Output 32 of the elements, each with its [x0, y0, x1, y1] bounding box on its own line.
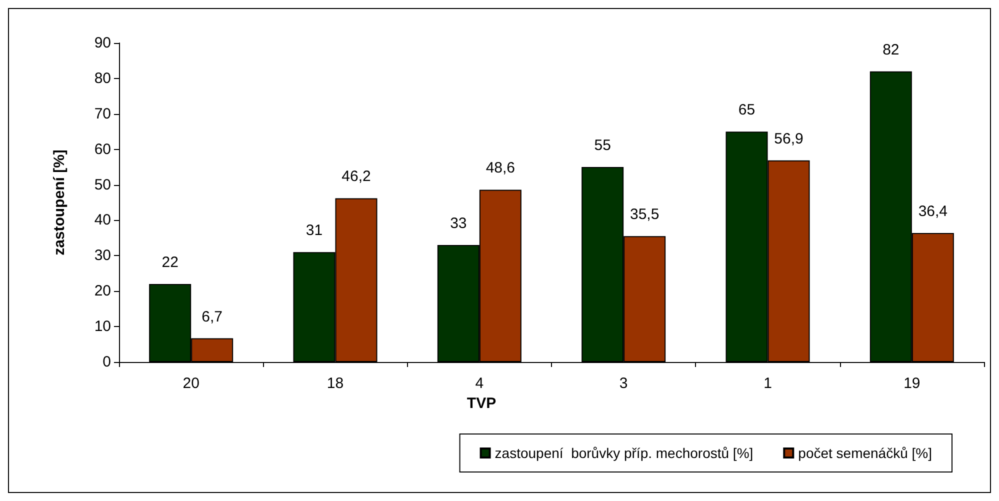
legend-label: počet semenáčků [%] — [798, 445, 932, 461]
data-label: 33 — [450, 215, 467, 232]
y-tick-label: 60 — [94, 140, 111, 158]
y-tick-label: 0 — [102, 354, 111, 370]
x-tick-label: 1 — [764, 375, 772, 392]
data-label: 6,7 — [202, 308, 223, 326]
data-label: 36,4 — [918, 202, 948, 220]
x-tick-label: 18 — [326, 375, 344, 392]
y-tick-label: 80 — [94, 70, 111, 87]
data-label: 35,5 — [630, 206, 660, 224]
data-label: 65 — [738, 102, 756, 119]
data-label: 82 — [882, 41, 900, 58]
data-label: 22 — [162, 254, 178, 272]
data-label: 46,2 — [342, 168, 371, 186]
y-tick-label: 50 — [94, 176, 111, 194]
data-label: 56,9 — [774, 130, 804, 148]
legend-label: zastoupení borůvky příp. mechorostů [%] — [494, 445, 754, 461]
x-tick-label: 3 — [619, 375, 628, 392]
x-tick-label: 19 — [904, 375, 920, 392]
y-tick-label: 90 — [94, 34, 111, 52]
x-tick-label: 4 — [475, 375, 484, 392]
y-tick-label: 30 — [94, 247, 111, 264]
data-label: 55 — [594, 137, 611, 154]
y-tick-label: 70 — [94, 105, 111, 122]
y-tick-label: 40 — [94, 212, 111, 229]
x-axis-title: TVP — [466, 394, 496, 412]
y-tick-label: 10 — [94, 318, 111, 336]
x-tick-label: 20 — [182, 375, 200, 392]
y-tick-label: 20 — [94, 282, 111, 300]
data-label: 48,6 — [486, 160, 516, 177]
data-label: 31 — [306, 222, 323, 240]
y-axis-title: zastoupení [%] — [51, 150, 68, 256]
